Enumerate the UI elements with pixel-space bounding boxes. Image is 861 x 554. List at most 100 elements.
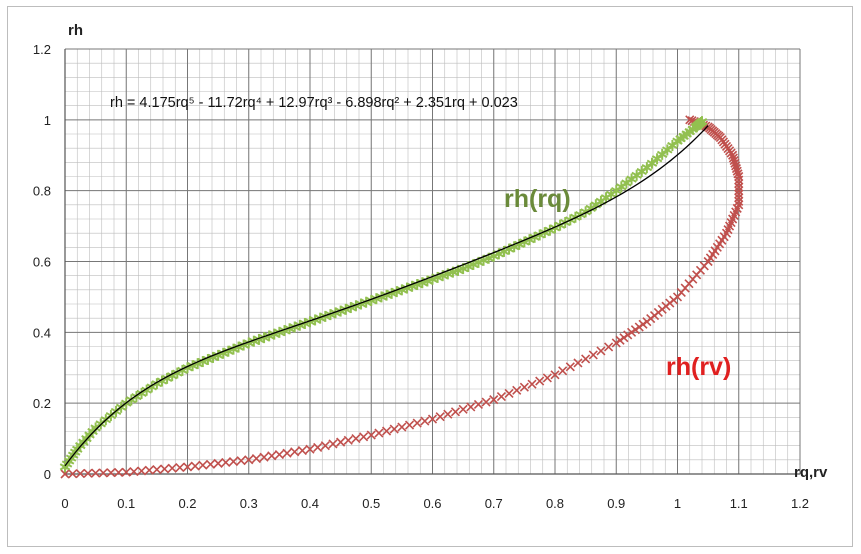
marker-rh-rv <box>596 346 606 356</box>
marker-rh-rq <box>641 162 653 174</box>
marker-rh-rv <box>550 370 560 380</box>
marker-rh-rv <box>251 453 261 464</box>
marker-rh-rv <box>512 385 522 395</box>
marker-rh-rq <box>667 140 678 152</box>
marker-rh-rv <box>734 179 744 189</box>
trendline <box>64 125 709 467</box>
marker-rh-rv <box>519 382 529 392</box>
marker-rh-rv <box>328 439 338 449</box>
y-tick-label: 0.4 <box>33 325 51 340</box>
y-tick-label: 1 <box>44 113 51 128</box>
marker-rh-rv <box>98 468 108 478</box>
marker-rh-rv <box>121 467 131 477</box>
marker-rh-rv <box>381 426 392 436</box>
marker-rh-rv <box>588 350 598 360</box>
marker-rh-rv <box>427 414 438 424</box>
marker-rh-rv <box>198 460 208 470</box>
x-tick-label: 0.8 <box>546 496 564 511</box>
marker-rh-rv <box>159 464 170 474</box>
marker-rh-rv <box>581 354 591 364</box>
axes <box>64 49 800 475</box>
marker-rh-rv <box>733 169 743 179</box>
marker-rh-rv <box>623 330 633 340</box>
marker-rh-rv <box>83 468 93 478</box>
marker-rh-rv <box>129 466 139 477</box>
marker-rh-rq <box>662 144 673 156</box>
marker-rh-rv <box>420 416 430 426</box>
marker-rh-rv <box>458 404 468 414</box>
marker-rh-rv <box>313 442 323 453</box>
chart-frame: 0 0.1 0.2 0.3 0.4 0.5 0.6 0.7 0.8 0.9 1 1.1 1.2 0 0.2… <box>7 6 853 547</box>
marker-rh-rv <box>136 466 147 476</box>
marker-rh-rv <box>343 435 353 445</box>
marker-rh-rv <box>236 456 246 466</box>
y-tick-labels: 0 0.2 0.4 0.6 0.8 1 1.2 <box>33 42 51 482</box>
marker-rh-rv <box>542 373 552 383</box>
marker-rh-rv <box>734 196 744 206</box>
y-tick-label: 0.2 <box>33 396 51 411</box>
x-tick-label: 1 <box>674 496 681 511</box>
marker-rh-rv <box>221 457 231 468</box>
series-rh-rq <box>59 116 708 473</box>
y-tick-label: 0.6 <box>33 255 51 270</box>
marker-rh-rv <box>481 397 491 407</box>
x-tick-label: 0.5 <box>362 496 380 511</box>
series-label-rh-rq: rh(rq) <box>504 185 571 213</box>
x-tick-label: 0.6 <box>423 496 441 511</box>
series-label-rh-rv: rh(rv) <box>666 353 731 381</box>
marker-rh-rv <box>730 158 740 168</box>
marker-rh-rv <box>91 468 101 478</box>
y-tick-label: 0 <box>44 467 51 482</box>
marker-rh-rv <box>190 461 200 471</box>
marker-rh-rv <box>604 342 614 352</box>
marker-rh-rv <box>496 391 506 402</box>
marker-rh-rv <box>685 115 695 125</box>
marker-rh-rv <box>205 459 216 469</box>
marker-rh-rv <box>336 437 346 447</box>
marker-rh-rv <box>619 333 629 343</box>
major-gridlines <box>64 48 801 475</box>
marker-rh-rv <box>359 432 369 442</box>
marker-rh-rv <box>282 448 292 458</box>
marker-rh-rv <box>144 465 154 475</box>
marker-rh-rv <box>404 420 415 430</box>
marker-rh-rv <box>68 469 78 479</box>
x-tick-label: 0.2 <box>178 496 196 511</box>
marker-rh-rv <box>374 428 384 438</box>
marker-rh-rv <box>443 409 453 419</box>
marker-rh-rv <box>351 434 361 444</box>
marker-rh-rv <box>734 189 744 199</box>
marker-rh-rv <box>615 335 625 345</box>
marker-rh-rv <box>259 452 269 462</box>
y-tick-label: 0.8 <box>33 184 51 199</box>
marker-rh-rv <box>75 468 85 479</box>
y-axis-title: rh <box>68 22 83 39</box>
marker-rh-rv <box>558 366 568 376</box>
x-tick-labels: 0 0.1 0.2 0.3 0.4 0.5 0.6 0.7 0.8 0.9 1 1.1 1.2 <box>61 496 809 511</box>
marker-rh-rv <box>535 376 545 386</box>
marker-rh-rv <box>106 468 116 478</box>
marker-rh-rv <box>734 182 744 192</box>
marker-rh-rv <box>729 155 739 166</box>
marker-rh-rv <box>611 338 621 348</box>
marker-rh-rv <box>732 166 742 176</box>
marker-rh-rv <box>626 327 637 337</box>
marker-rh-rv <box>152 465 162 475</box>
x-tick-label: 0.7 <box>485 496 503 511</box>
marker-rh-rv <box>290 447 300 457</box>
marker-rh-rq <box>656 148 668 160</box>
marker-rh-rv <box>274 449 284 460</box>
x-tick-label: 1.1 <box>730 496 748 511</box>
marker-rh-rv <box>167 463 177 473</box>
marker-rh-rq <box>696 116 708 128</box>
marker-rh-rv <box>114 467 124 478</box>
marker-rh-rv <box>397 422 407 432</box>
marker-rh-rv <box>527 379 537 389</box>
x-tick-label: 0.1 <box>117 496 135 511</box>
x-tick-label: 0 <box>61 496 68 511</box>
marker-rh-rv <box>389 424 399 434</box>
marker-rh-rv <box>489 395 499 405</box>
marker-rh-rv <box>731 163 742 174</box>
marker-rh-rv <box>728 153 738 163</box>
marker-rh-rv <box>565 362 575 372</box>
